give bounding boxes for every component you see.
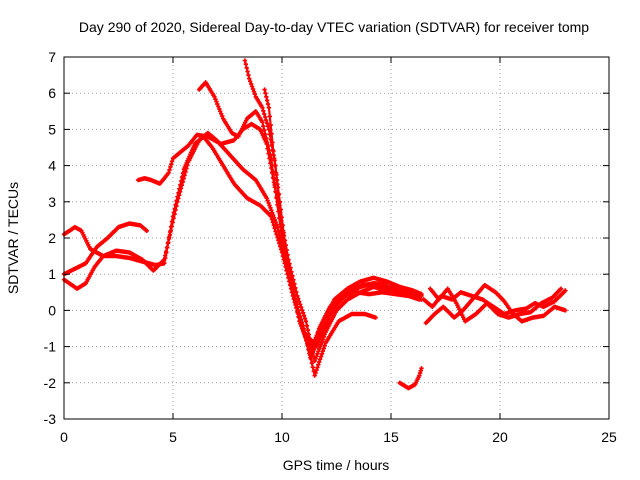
series-plus-markers (397, 366, 424, 391)
series-plus-markers (262, 87, 389, 349)
x-tick-label: 25 (601, 429, 617, 445)
chart-title: Day 290 of 2020, Sidereal Day-to-day VTE… (79, 19, 589, 35)
x-axis-title: GPS time / hours (283, 457, 390, 473)
y-tick-label: 7 (48, 49, 56, 65)
series-line (198, 81, 423, 359)
y-tick-label: 1 (48, 266, 56, 282)
y-tick-label: 0 (48, 302, 56, 318)
series-plus-markers (61, 130, 378, 378)
y-tick-label: -3 (44, 411, 57, 427)
y-axis-title: SDTVAR / TECUs (5, 182, 21, 294)
series-trace-b (61, 221, 149, 277)
y-tick-label: 5 (48, 121, 56, 137)
y-tick-label: -1 (44, 339, 57, 355)
series-layer (61, 58, 568, 391)
x-tick-label: 20 (492, 429, 508, 445)
x-tick-label: 0 (60, 429, 68, 445)
series-plus-markers (197, 80, 424, 360)
series-trace-c (61, 130, 378, 378)
series-plus-markers (423, 282, 568, 326)
y-tick-label: 4 (48, 158, 56, 174)
x-tick-label: 5 (169, 429, 177, 445)
series-plus-markers (428, 286, 564, 324)
axis-ticks (63, 56, 610, 420)
series-trace-g (262, 87, 389, 349)
y-tick-label: 2 (48, 230, 56, 246)
series-trace-k (397, 366, 424, 391)
x-tick-label: 10 (274, 429, 290, 445)
x-tick-label: 15 (383, 429, 399, 445)
series-plus-markers (61, 221, 149, 277)
y-tick-label: 3 (48, 194, 56, 210)
series-trace-i (423, 282, 568, 326)
series-trace-e (197, 80, 424, 360)
series-trace-d (135, 121, 424, 364)
grid-lines (64, 57, 609, 419)
x-tick-labels: 0 5 10 15 20 25 (60, 429, 617, 445)
y-tick-label: -2 (44, 375, 57, 391)
series-trace-j (428, 286, 564, 324)
series-plus-markers (135, 121, 424, 364)
y-tick-labels: -3 -2 -1 0 1 2 3 4 5 6 7 (44, 49, 57, 427)
y-tick-label: 6 (48, 85, 56, 101)
